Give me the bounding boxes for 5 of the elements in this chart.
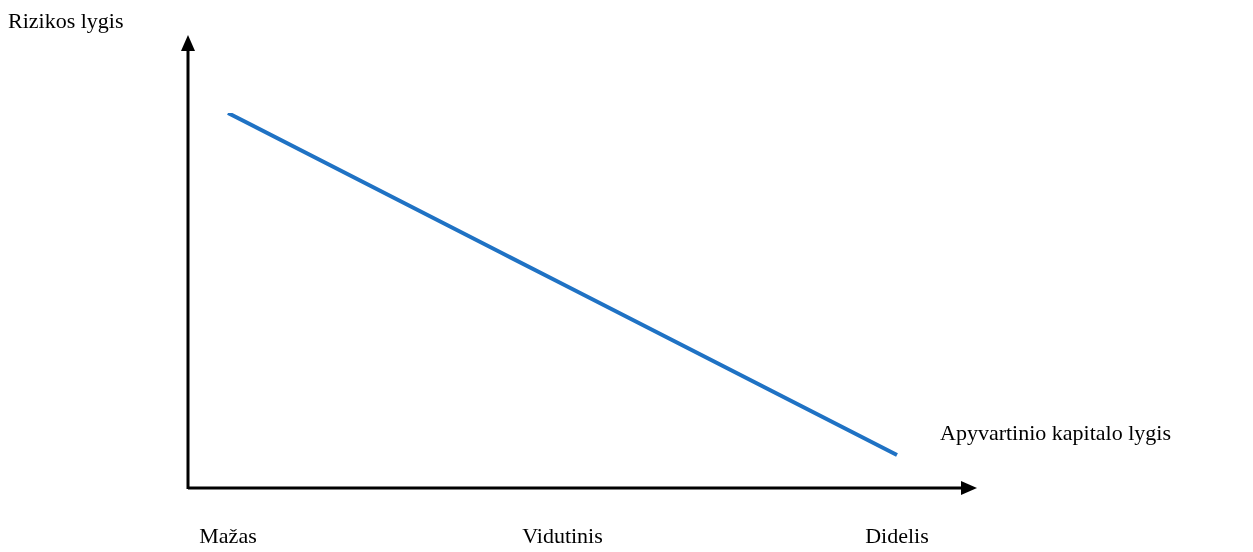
x-tick-label: Mažas: [199, 522, 257, 548]
y-axis-title: Rizikos lygis: [8, 7, 124, 33]
x-tick-label: Vidutinis: [522, 522, 603, 548]
x-tick-label: Didelis: [865, 522, 929, 548]
x-axis-title: Apyvartinio kapitalo lygis: [940, 419, 1171, 445]
